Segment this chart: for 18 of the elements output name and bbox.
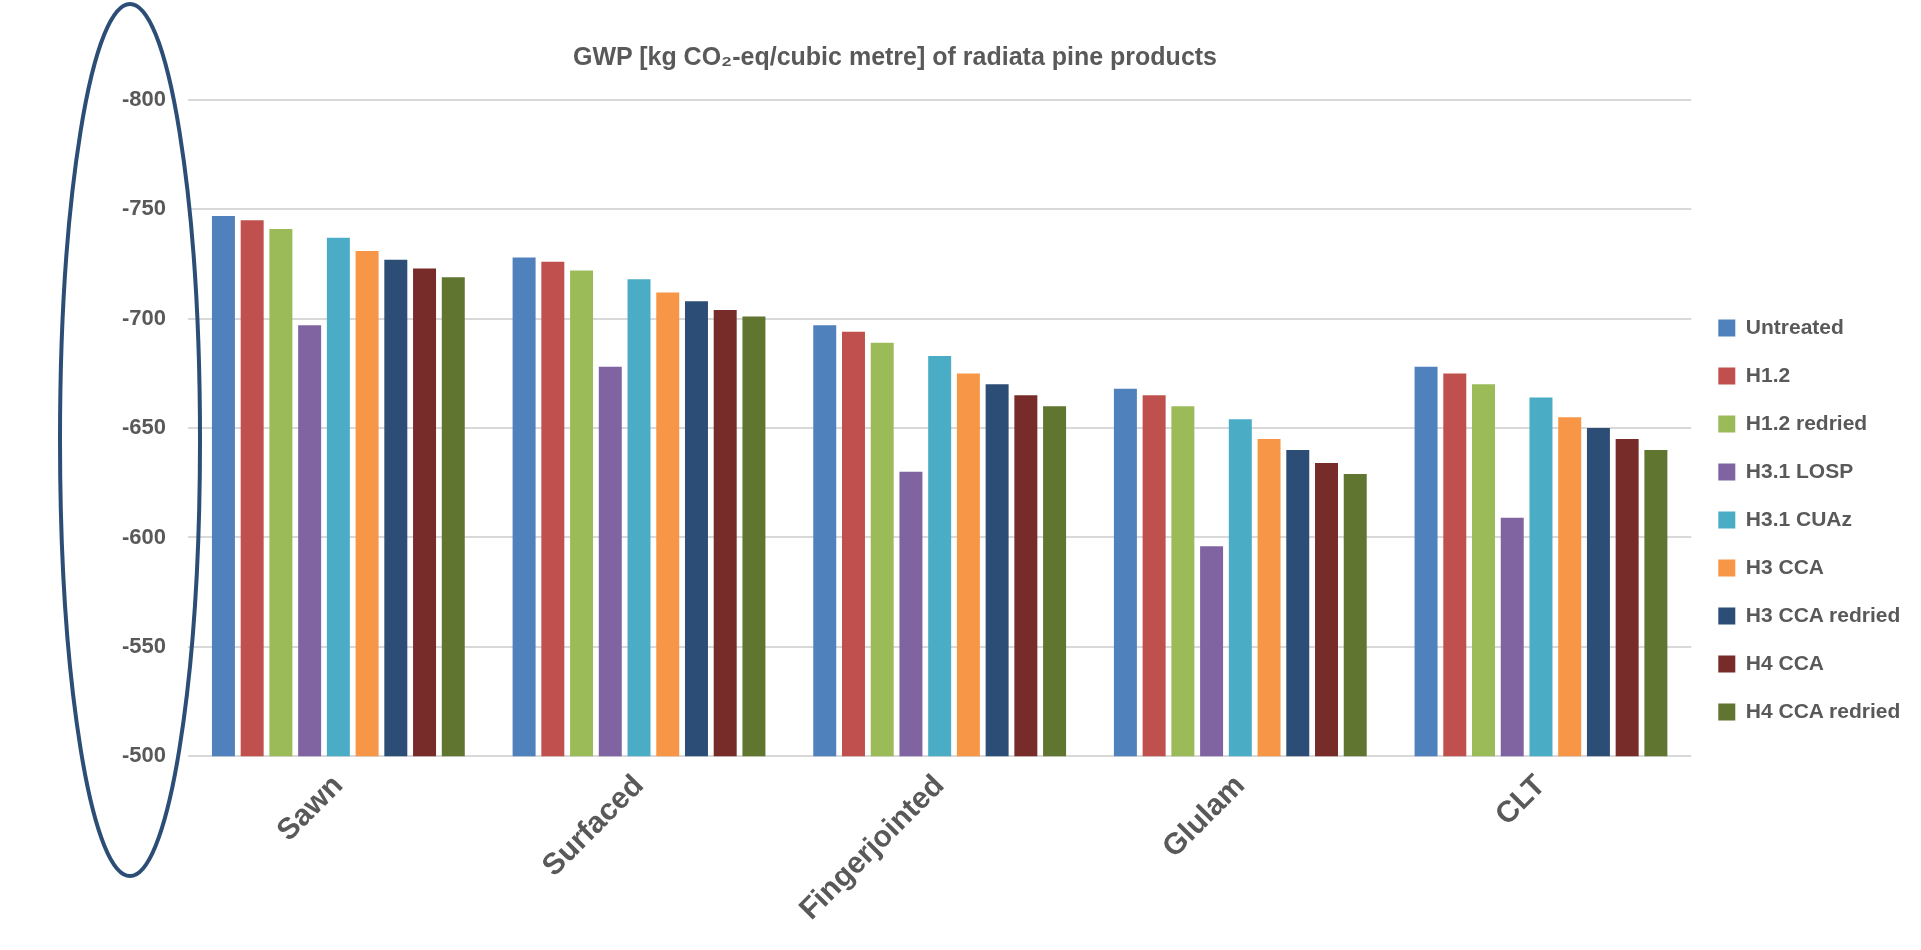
legend-label: Untreated: [1745, 314, 1844, 338]
y-tick-label: -650: [121, 414, 167, 440]
legend-label: H4 CCA: [1745, 650, 1824, 674]
y-tick-label: -500: [121, 742, 167, 768]
legend-label: H3 CCA: [1745, 554, 1824, 578]
y-tick-label: -750: [121, 195, 167, 221]
y-tick-label: -600: [121, 523, 167, 549]
legend-label: H3.1 CUAz: [1745, 506, 1852, 530]
legend-label: H4 CCA redried: [1745, 698, 1901, 722]
chart-title: GWP [kg CO₂-eq/cubic metre] of radiata pine products: [571, 42, 1219, 71]
x-tick-label: CLT: [1488, 767, 1552, 831]
y-tick-label: -700: [121, 304, 167, 330]
y-tick-label: -800: [121, 86, 167, 112]
y-tick-label: -550: [121, 632, 167, 658]
legend-label: H1.2 redried: [1745, 410, 1868, 434]
legend-label: H3 CCA redried: [1745, 602, 1901, 626]
legend-label: H3.1 LOSP: [1745, 458, 1854, 482]
legend-label: H1.2: [1745, 362, 1791, 386]
